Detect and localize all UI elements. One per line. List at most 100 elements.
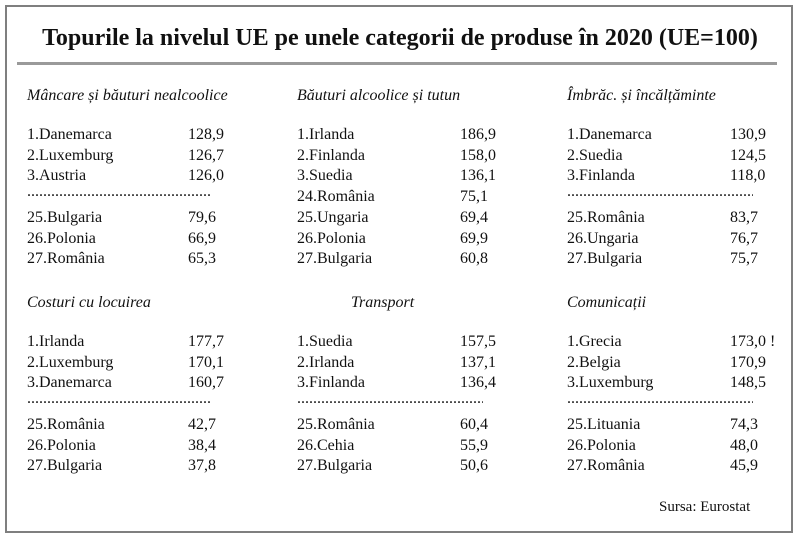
index-value: 48,0 bbox=[730, 436, 758, 454]
ranking-row-bottom: 27.Bulgaria 50,6 bbox=[297, 455, 527, 476]
country-label: 2.Luxemburg bbox=[27, 146, 114, 164]
country-label: 1.Irlanda bbox=[297, 126, 355, 143]
country-label: 1.Danemarca bbox=[27, 126, 112, 143]
ranking-row-top: 24.România 75,1 bbox=[297, 186, 527, 207]
country-label: 1.Suedia bbox=[297, 333, 353, 350]
ranking-row-bottom: 25.România 60,4 bbox=[297, 414, 527, 435]
country-label: 3.Finlanda bbox=[567, 167, 635, 185]
content-frame bbox=[5, 5, 793, 533]
country-label: 25.România bbox=[27, 415, 105, 433]
country-label: 26.Polonia bbox=[567, 436, 636, 454]
ranking-row-bottom: 27.Bulgaria 37,8 bbox=[27, 455, 257, 476]
ranking-row-top: 3.Luxemburg 148,5 bbox=[567, 372, 797, 393]
ranking-row-bottom: 25.România 42,7 bbox=[27, 414, 257, 435]
ranking-row-top: 1.Irlanda 177,7 bbox=[27, 331, 257, 352]
country-label: 27.Bulgaria bbox=[297, 457, 373, 475]
ranking-row-bottom: 27.Bulgaria 75,7 bbox=[567, 248, 797, 269]
index-value: 170,1 bbox=[188, 353, 224, 371]
country-label: 26.Ungaria bbox=[567, 229, 639, 247]
category-title: Îmbrăc. și încălțăminte bbox=[567, 87, 716, 104]
country-label: 3.Austria bbox=[27, 167, 87, 185]
index-value: 79,6 bbox=[188, 208, 216, 226]
ranking-row-bottom: 26.Ungaria 76,7 bbox=[567, 228, 797, 249]
country-label: 2.Suedia bbox=[567, 146, 623, 164]
index-value: 124,5 bbox=[730, 146, 766, 164]
source-note: Sursa: Eurostat bbox=[659, 499, 751, 515]
ranking-row-top: 3.Suedia 136,1 bbox=[297, 165, 527, 186]
category-title: Transport bbox=[351, 294, 415, 311]
ranking-row-top: 2.Irlanda 137,1 bbox=[297, 352, 527, 373]
ranking-row-top: 2.Luxemburg 126,7 bbox=[27, 145, 257, 166]
ranking-row-top: 3.Finlanda 136,4 bbox=[297, 372, 527, 393]
country-label: 3.Suedia bbox=[297, 167, 353, 185]
ranking-row-bottom: 25.Ungaria 69,4 bbox=[297, 207, 527, 228]
country-label: 27.Bulgaria bbox=[567, 250, 643, 268]
category-title: Costuri cu locuirea bbox=[27, 294, 151, 311]
page-title: Topurile la nivelul UE pe unele categori… bbox=[42, 25, 758, 51]
country-label: 26.Cehia bbox=[297, 436, 355, 454]
index-value: 74,3 bbox=[730, 415, 758, 433]
country-label: 25.România bbox=[567, 208, 645, 226]
index-value: 55,9 bbox=[460, 436, 488, 454]
index-value: 173,0 ! bbox=[730, 333, 776, 350]
index-value: 65,3 bbox=[188, 250, 216, 268]
index-value: 83,7 bbox=[730, 208, 758, 226]
country-label: 26.Polonia bbox=[27, 229, 96, 247]
ellipsis-separator: ........................................… bbox=[567, 183, 753, 201]
ellipsis-separator: ........................................… bbox=[297, 390, 483, 408]
index-value: 126,0 bbox=[188, 167, 224, 185]
country-label: 27.România bbox=[567, 457, 645, 475]
index-value: 50,6 bbox=[460, 457, 488, 475]
index-value: 66,9 bbox=[188, 229, 216, 247]
index-value: 75,7 bbox=[730, 250, 758, 268]
ranking-row-top: 2.Luxemburg 170,1 bbox=[27, 352, 257, 373]
country-label: 25.Ungaria bbox=[297, 208, 369, 226]
country-label: 25.România bbox=[297, 415, 375, 433]
country-label: 26.Polonia bbox=[27, 436, 96, 454]
index-value: 128,9 bbox=[188, 126, 224, 143]
country-label: 27.România bbox=[27, 250, 105, 268]
country-label: 26.Polonia bbox=[297, 229, 366, 247]
ranking-row-top: 1.Grecia 173,0 ! bbox=[567, 331, 797, 352]
country-label: 3.Finlanda bbox=[297, 374, 365, 392]
index-value: 160,7 bbox=[188, 374, 224, 392]
ranking-row-bottom: 27.România 45,9 bbox=[567, 455, 797, 476]
country-label: 1.Irlanda bbox=[27, 333, 85, 350]
index-value: 118,0 bbox=[730, 167, 766, 185]
index-value: 158,0 bbox=[460, 146, 496, 164]
country-label: 2.Luxemburg bbox=[27, 353, 114, 371]
category-title: Comunicații bbox=[567, 294, 647, 311]
country-label: 2.Irlanda bbox=[297, 353, 355, 371]
country-label: 27.Bulgaria bbox=[27, 457, 103, 475]
ranking-row-top: 2.Suedia 124,5 bbox=[567, 145, 797, 166]
ranking-row-bottom: 25.Bulgaria 79,6 bbox=[27, 207, 257, 228]
ellipsis-separator: ........................................… bbox=[27, 183, 210, 201]
ranking-row-top: 1.Suedia 157,5 bbox=[297, 331, 527, 352]
index-value: 76,7 bbox=[730, 229, 758, 247]
category-title: Băuturi alcoolice și tutun bbox=[297, 87, 461, 104]
ranking-row-bottom: 26.Cehia 55,9 bbox=[297, 435, 527, 456]
index-value: 157,5 bbox=[460, 333, 496, 350]
index-value: 186,9 bbox=[460, 126, 496, 143]
ranking-row-top: 3.Danemarca 160,7 bbox=[27, 372, 257, 393]
index-value: 130,9 bbox=[730, 126, 766, 143]
category-title: Mâncare și băuturi nealcoolice bbox=[27, 87, 228, 104]
index-value: 137,1 bbox=[460, 353, 496, 371]
index-value: 38,4 bbox=[188, 436, 216, 454]
country-label: 1.Grecia bbox=[567, 333, 622, 350]
country-label: 3.Danemarca bbox=[27, 374, 112, 392]
ellipsis-separator: ........................................… bbox=[567, 390, 753, 408]
index-value: 75,1 bbox=[460, 188, 488, 206]
ranking-row-bottom: 27.România 65,3 bbox=[27, 248, 257, 269]
index-value: 177,7 bbox=[188, 333, 224, 350]
ranking-row-bottom: 27.Bulgaria 60,8 bbox=[297, 248, 527, 269]
index-value: 69,4 bbox=[460, 208, 488, 226]
ranking-row-top: 1.Danemarca 128,9 bbox=[27, 124, 257, 145]
ranking-row-top: 2.Finlanda 158,0 bbox=[297, 145, 527, 166]
index-value: 170,9 bbox=[730, 353, 766, 371]
index-value: 126,7 bbox=[188, 146, 224, 164]
ranking-row-bottom: 25.Lituania 74,3 bbox=[567, 414, 797, 435]
ranking-row-top: 1.Danemarca 130,9 bbox=[567, 124, 797, 145]
country-label: 24.România bbox=[297, 188, 375, 206]
country-label: 25.Bulgaria bbox=[27, 208, 103, 226]
